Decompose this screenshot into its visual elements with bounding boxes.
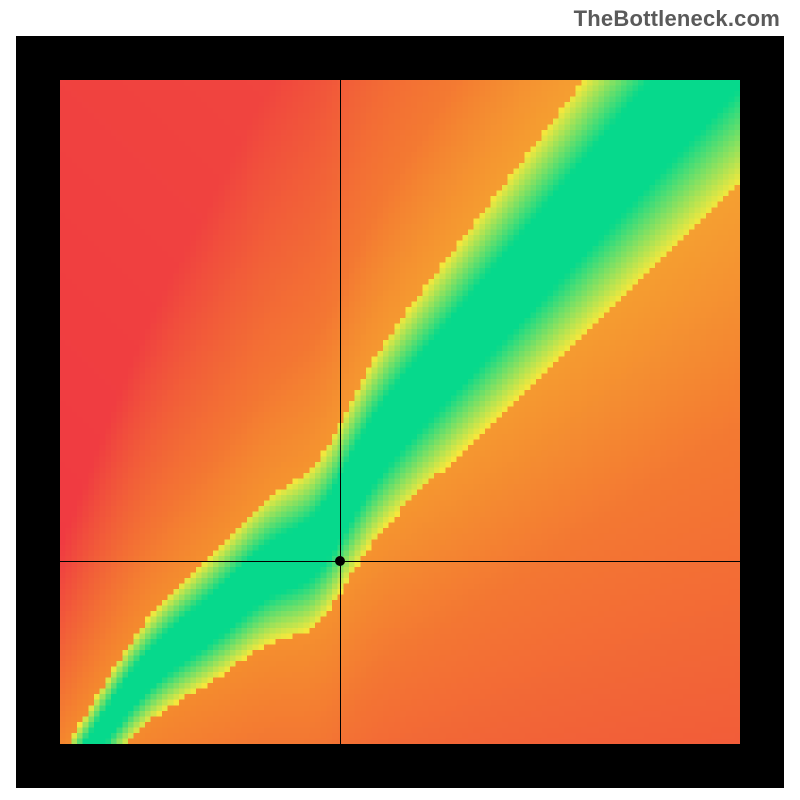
watermark-text: TheBottleneck.com [574,6,780,32]
heatmap-canvas [60,80,740,744]
chart-container: TheBottleneck.com [0,0,800,800]
plot-outer-frame [16,36,784,788]
crosshair-vertical [340,80,341,744]
marker-dot [335,556,345,566]
crosshair-horizontal [60,561,740,562]
plot-inner [60,80,740,744]
